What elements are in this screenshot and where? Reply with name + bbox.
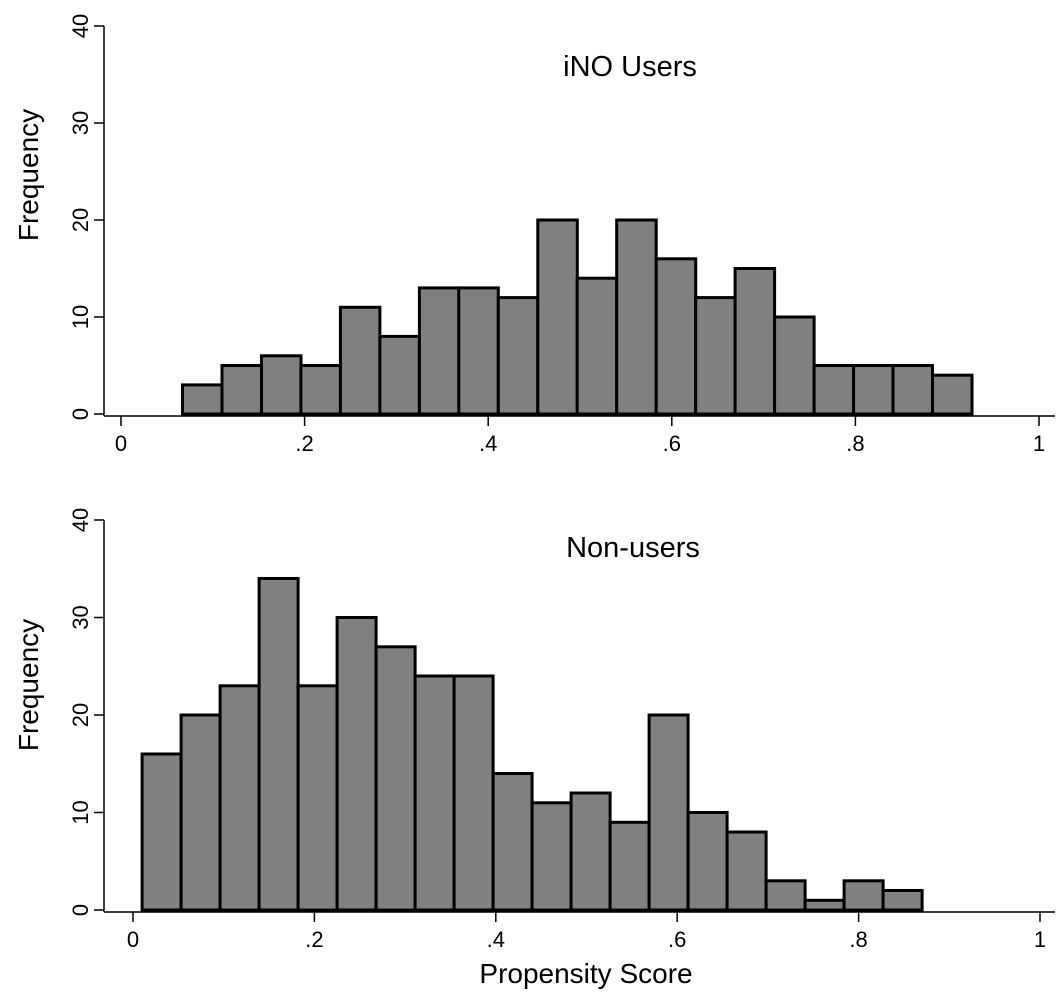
x-tick-label: 0 <box>115 431 127 456</box>
histogram-bar <box>536 218 579 416</box>
histogram-bar <box>686 811 729 912</box>
panel-title: iNO Users <box>563 51 697 83</box>
histogram-bar <box>457 286 500 416</box>
axes: 0 10 20 30 40 0 .2 .4 .6 .8 1 <box>68 14 1055 456</box>
y-tick-label: 10 <box>68 305 93 329</box>
x-tick-label: .8 <box>846 431 864 456</box>
histogram-bar <box>299 364 342 416</box>
x-tick-label: .6 <box>663 431 681 456</box>
x-tick-label: .4 <box>479 431 497 456</box>
histogram-bar <box>654 257 698 416</box>
histogram-bar <box>812 364 856 416</box>
histogram-bar <box>773 315 816 416</box>
histogram-bar <box>335 616 378 912</box>
histogram-bar <box>647 713 690 912</box>
bars <box>140 577 924 912</box>
y-axis-label: Frequency <box>13 109 44 241</box>
histogram-bar <box>931 373 974 416</box>
histogram-bar <box>530 801 573 912</box>
x-tick-label: 1 <box>1033 431 1045 456</box>
histogram-bar <box>803 898 846 912</box>
axes: 0 10 20 30 40 0 .2 .4 .6 .8 1 <box>68 508 1055 952</box>
x-axis-label: Propensity Score <box>479 958 692 989</box>
histogram-bar <box>608 820 651 912</box>
histogram-bar <box>569 791 612 912</box>
x-tick-label: 0 <box>127 927 139 952</box>
histogram-bar <box>417 286 461 416</box>
x-tick-label: .4 <box>487 927 505 952</box>
y-tick-label: 30 <box>68 605 93 629</box>
histogram-bar <box>257 577 300 912</box>
histogram-bar <box>764 879 807 912</box>
x-tick-label: .2 <box>295 431 313 456</box>
y-tick-label: 30 <box>68 111 93 135</box>
y-tick-label: 20 <box>68 208 93 232</box>
x-tick-label: .6 <box>668 927 686 952</box>
histogram-bar <box>218 684 261 912</box>
histogram-bar <box>694 296 737 416</box>
histogram-bar <box>891 364 934 416</box>
histogram-bar <box>220 364 263 416</box>
histogram-bar <box>452 674 495 912</box>
y-tick-label: 10 <box>68 800 93 824</box>
panel-title: Non-users <box>566 532 700 564</box>
x-tick-label: .8 <box>849 927 867 952</box>
ino-users-panel: iNO Users Frequency 0 10 20 30 40 0 .2 .4 .6 .8 1 <box>13 14 1055 456</box>
histogram-bar <box>496 296 540 416</box>
y-tick-label: 0 <box>68 408 93 420</box>
histogram-bar <box>338 305 382 416</box>
x-tick-label: 1 <box>1034 927 1046 952</box>
histogram-bar <box>378 334 421 416</box>
histogram-bar <box>725 830 768 912</box>
histogram-bar <box>181 383 224 416</box>
y-tick-label: 0 <box>68 904 93 916</box>
histogram-bar <box>413 674 456 912</box>
histogram-bar <box>852 364 895 416</box>
histogram-bar <box>260 354 303 416</box>
y-tick-label: 40 <box>68 508 93 532</box>
histogram-bar <box>733 267 777 416</box>
histogram-bar <box>179 713 222 912</box>
y-tick-label: 20 <box>68 703 93 727</box>
y-tick-label: 40 <box>68 14 93 38</box>
bars <box>181 218 974 416</box>
histogram-bar <box>575 276 619 416</box>
histogram-bar <box>615 218 658 416</box>
histogram-bar <box>140 752 183 912</box>
x-tick-label: .2 <box>305 927 323 952</box>
histogram-bar <box>842 879 885 912</box>
histogram-bar <box>491 772 534 912</box>
histogram-bar <box>296 684 339 912</box>
histogram-bar <box>881 889 924 912</box>
y-axis-label: Frequency <box>13 619 44 751</box>
histogram-bar <box>374 645 417 912</box>
